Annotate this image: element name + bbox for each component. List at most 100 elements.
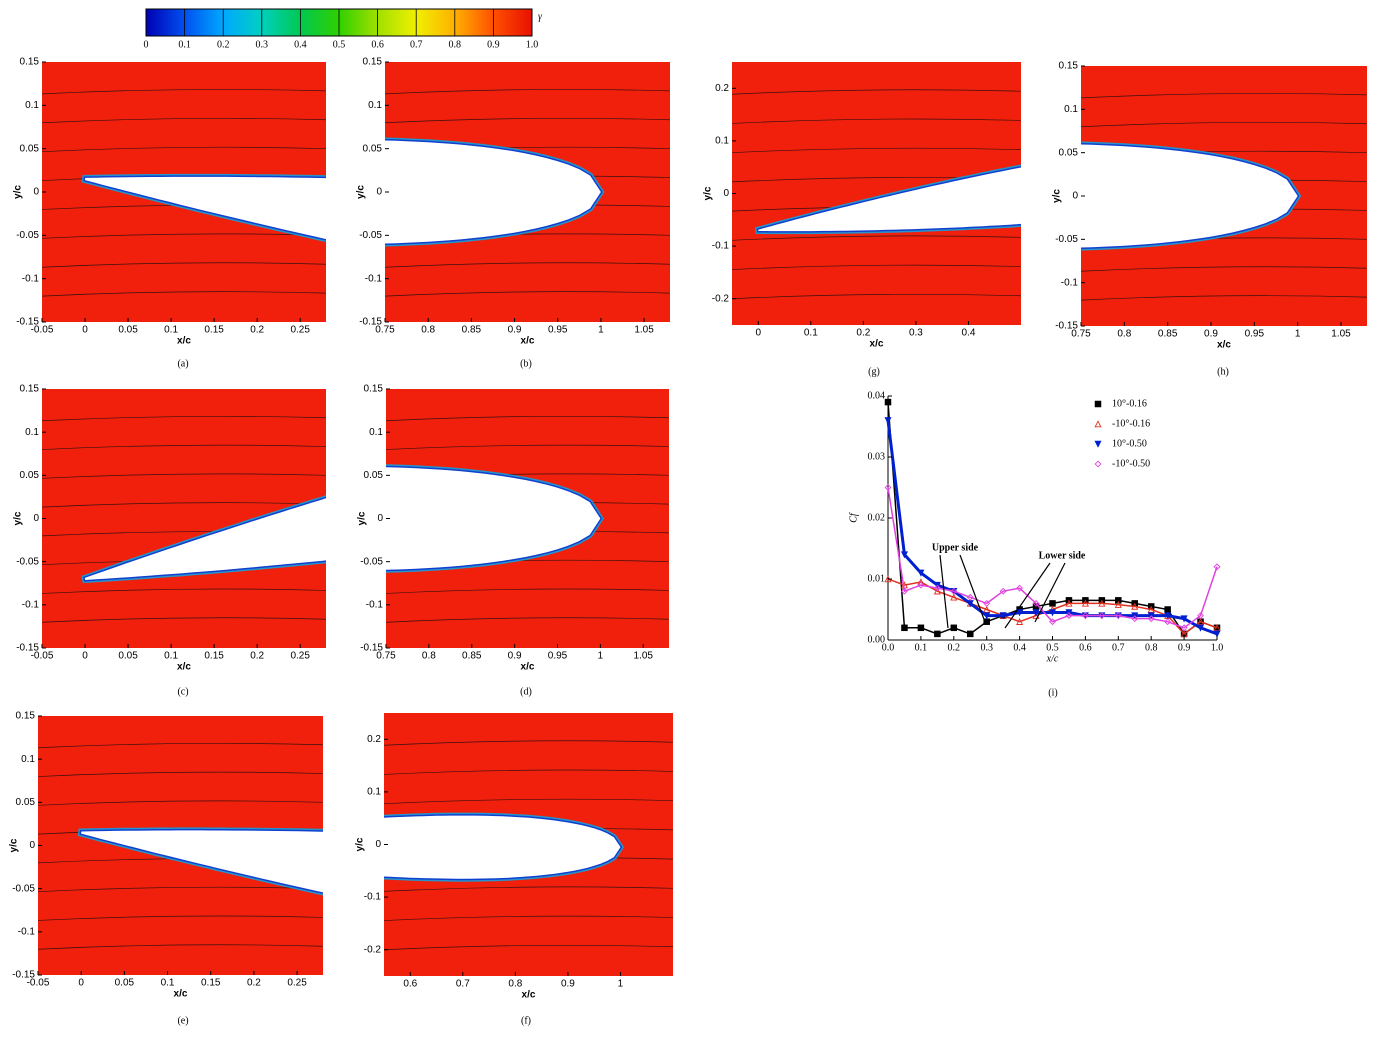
x-tick-label: 0.4 xyxy=(962,328,976,339)
x-tick-label: 1.0 xyxy=(1211,642,1224,653)
marker xyxy=(933,587,941,595)
colorbar-label: γ xyxy=(538,11,543,22)
y-axis-label: y/c xyxy=(13,185,24,199)
x-tick-label: 1 xyxy=(618,979,624,990)
marker xyxy=(1016,584,1024,592)
marker xyxy=(1114,612,1122,620)
boundary-layer-inner xyxy=(756,165,1021,233)
y-tick-label: -0.05 xyxy=(12,883,35,894)
y-tick-label: -0.15 xyxy=(16,643,39,654)
y-tick-label: 0.1 xyxy=(369,427,383,438)
legend-label: 10°-0.50 xyxy=(1112,438,1147,449)
airfoil xyxy=(84,176,326,240)
x-tick-label: 0.8 xyxy=(422,651,436,662)
y-tick-label: -0.15 xyxy=(16,317,39,328)
x-tick-label: 0 xyxy=(82,651,88,662)
x-tick-label: 1 xyxy=(598,651,604,662)
caption: (h) xyxy=(1217,366,1229,377)
y-tick-label: -0.05 xyxy=(16,230,39,241)
y-tick-label: 0 xyxy=(375,839,381,850)
airfoil xyxy=(1081,144,1298,248)
x-tick-label: 0.5 xyxy=(1046,642,1059,653)
x-axis-label: x/c xyxy=(521,662,535,673)
colorbar-tick-label: 0.5 xyxy=(333,39,346,50)
y-tick-label: 0.00 xyxy=(868,634,886,645)
y-tick-label: 0.05 xyxy=(1059,147,1079,158)
streamline xyxy=(1081,93,1367,99)
x-axis-label: x/c xyxy=(1046,653,1059,664)
contour-field xyxy=(38,716,323,975)
marker xyxy=(950,624,958,632)
x-tick-label: 0.15 xyxy=(204,651,224,662)
x-axis-label: x/c xyxy=(1217,340,1231,351)
y-tick-label: 0 xyxy=(33,187,39,198)
streamline xyxy=(384,915,673,921)
streamline xyxy=(385,117,670,124)
x-tick-label: 0.8 xyxy=(508,979,522,990)
y-tick-label: -0.1 xyxy=(366,599,384,610)
y-tick-label: 0.1 xyxy=(25,100,39,111)
marker xyxy=(901,587,908,595)
caption: (b) xyxy=(520,358,532,369)
x-tick-label: 0.1 xyxy=(164,325,178,336)
x-tick-label: 0.1 xyxy=(804,328,818,339)
x-tick-label: 0.1 xyxy=(161,978,175,989)
x-tick-label: 0.1 xyxy=(915,642,928,653)
marker xyxy=(1032,611,1040,619)
y-tick-label: -0.05 xyxy=(360,556,383,567)
marker xyxy=(1213,623,1221,632)
x-tick-label: 0.25 xyxy=(290,651,310,662)
marker xyxy=(1065,599,1073,607)
marker xyxy=(1049,618,1056,626)
marker xyxy=(967,630,974,638)
y-tick-label: -0.1 xyxy=(22,599,40,610)
annotation-arrow xyxy=(939,554,949,629)
y-tick-label: 0.2 xyxy=(715,83,729,94)
y-tick-label: -0.15 xyxy=(359,317,382,328)
caption: (g) xyxy=(868,366,880,377)
x-tick-label: 1.05 xyxy=(634,325,654,336)
legend-marker xyxy=(1094,460,1102,468)
x-tick-label: 0.75 xyxy=(1071,329,1091,340)
x-tick-label: 0.8 xyxy=(1117,329,1131,340)
streamline xyxy=(732,147,1021,154)
y-axis-label: y/c xyxy=(357,511,368,525)
marker xyxy=(1197,624,1205,632)
y-tick-label: 0.02 xyxy=(868,512,886,523)
streamline xyxy=(42,89,326,95)
y-tick-label: -0.1 xyxy=(22,273,40,284)
x-tick-label: 0.95 xyxy=(1245,329,1265,340)
y-tick-label: -0.1 xyxy=(1061,277,1079,288)
caption: (i) xyxy=(1048,687,1057,698)
marker xyxy=(1180,615,1188,623)
x-tick-label: 0.3 xyxy=(980,642,993,653)
x-tick-label: 1 xyxy=(598,325,604,336)
x-tick-label: 0.25 xyxy=(290,325,310,336)
x-tick-label: 0.95 xyxy=(548,325,568,336)
marker xyxy=(983,612,991,620)
streamline xyxy=(1081,121,1367,128)
streamline xyxy=(38,944,323,950)
x-tick-label: 0.2 xyxy=(250,325,264,336)
marker xyxy=(884,398,892,406)
colorbar-tick-label: 1.0 xyxy=(526,39,539,50)
marker xyxy=(999,587,1007,595)
annotation-arrow xyxy=(959,554,986,623)
legend-label: 10°-0.16 xyxy=(1112,398,1147,409)
x-tick-label: 0.9 xyxy=(1204,329,1218,340)
contour-field xyxy=(732,62,1021,325)
airfoil xyxy=(84,498,326,580)
x-tick-label: 0 xyxy=(78,978,84,989)
y-tick-label: -0.05 xyxy=(16,556,39,567)
y-axis-label: y/c xyxy=(703,186,714,200)
y-tick-label: 0 xyxy=(29,840,35,851)
streamline xyxy=(386,444,669,450)
streamline xyxy=(38,886,323,893)
colorbar-tick-label: 0.2 xyxy=(217,39,230,50)
contour-field xyxy=(386,389,669,648)
y-tick-label: -0.15 xyxy=(360,643,383,654)
y-tick-label: 0.05 xyxy=(20,470,40,481)
x-tick-label: 0.85 xyxy=(1158,329,1178,340)
y-axis-label: y/c xyxy=(355,837,366,851)
caption: (e) xyxy=(177,1015,188,1026)
